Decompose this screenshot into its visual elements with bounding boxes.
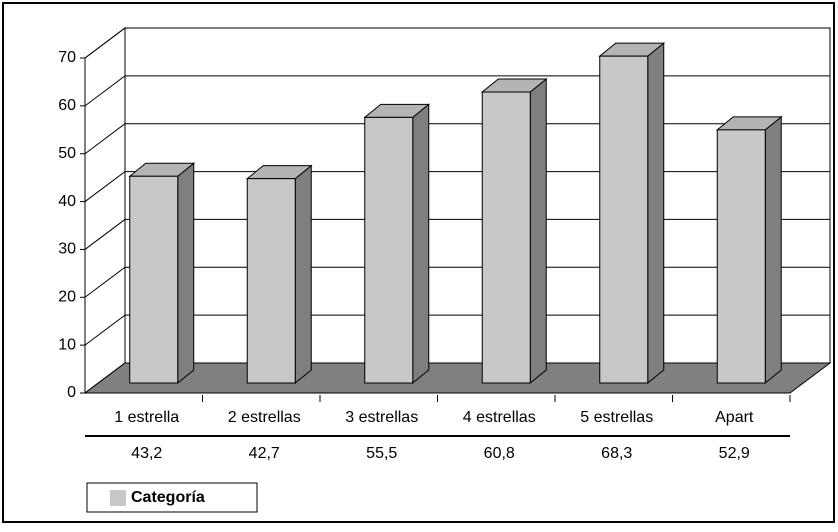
bar-side bbox=[764, 115, 782, 385]
legend-swatch bbox=[110, 490, 126, 506]
value-label: 52,9 bbox=[719, 445, 750, 462]
bar bbox=[129, 175, 179, 384]
x-tick-label: 2 estrellas bbox=[228, 409, 301, 426]
x-tick-label: 3 estrellas bbox=[345, 409, 418, 426]
legend-label: Categoría bbox=[131, 489, 205, 506]
y-tick-label: 60 bbox=[58, 97, 76, 114]
grid-line bbox=[84, 266, 830, 298]
side-wall bbox=[84, 27, 126, 394]
bar-side bbox=[647, 42, 665, 385]
bar bbox=[364, 116, 414, 384]
y-tick-label: 50 bbox=[58, 145, 76, 162]
y-tick-label: 20 bbox=[58, 289, 76, 306]
value-label: 60,8 bbox=[484, 445, 515, 462]
y-tick-label: 10 bbox=[58, 336, 76, 353]
grid-line bbox=[84, 75, 830, 107]
value-label: 68,3 bbox=[601, 445, 632, 462]
bar bbox=[716, 129, 766, 384]
x-tick-label: 5 estrellas bbox=[580, 409, 653, 426]
x-tick-label: 1 estrella bbox=[114, 409, 179, 426]
bar-side bbox=[529, 77, 547, 385]
x-tick-label: Apart bbox=[715, 409, 754, 426]
grid-line bbox=[84, 27, 830, 59]
bar bbox=[599, 55, 649, 384]
bar-side bbox=[412, 103, 430, 385]
y-tick-label: 40 bbox=[58, 193, 76, 210]
grid-line bbox=[84, 218, 830, 250]
bar bbox=[481, 91, 531, 384]
value-label: 43,2 bbox=[131, 445, 162, 462]
legend: Categoría bbox=[86, 482, 258, 513]
bar-side bbox=[294, 164, 312, 385]
value-label: 42,7 bbox=[249, 445, 280, 462]
bar-side bbox=[177, 162, 195, 385]
grid-line bbox=[84, 123, 830, 155]
y-tick-label: 30 bbox=[58, 241, 76, 258]
y-tick-label: 70 bbox=[58, 49, 76, 66]
grid-line bbox=[84, 314, 830, 346]
y-tick-label: 0 bbox=[67, 384, 76, 401]
grid-line bbox=[84, 171, 830, 202]
x-tick-label: 4 estrellas bbox=[463, 409, 536, 426]
value-label: 55,5 bbox=[366, 445, 397, 462]
bar bbox=[246, 178, 296, 384]
